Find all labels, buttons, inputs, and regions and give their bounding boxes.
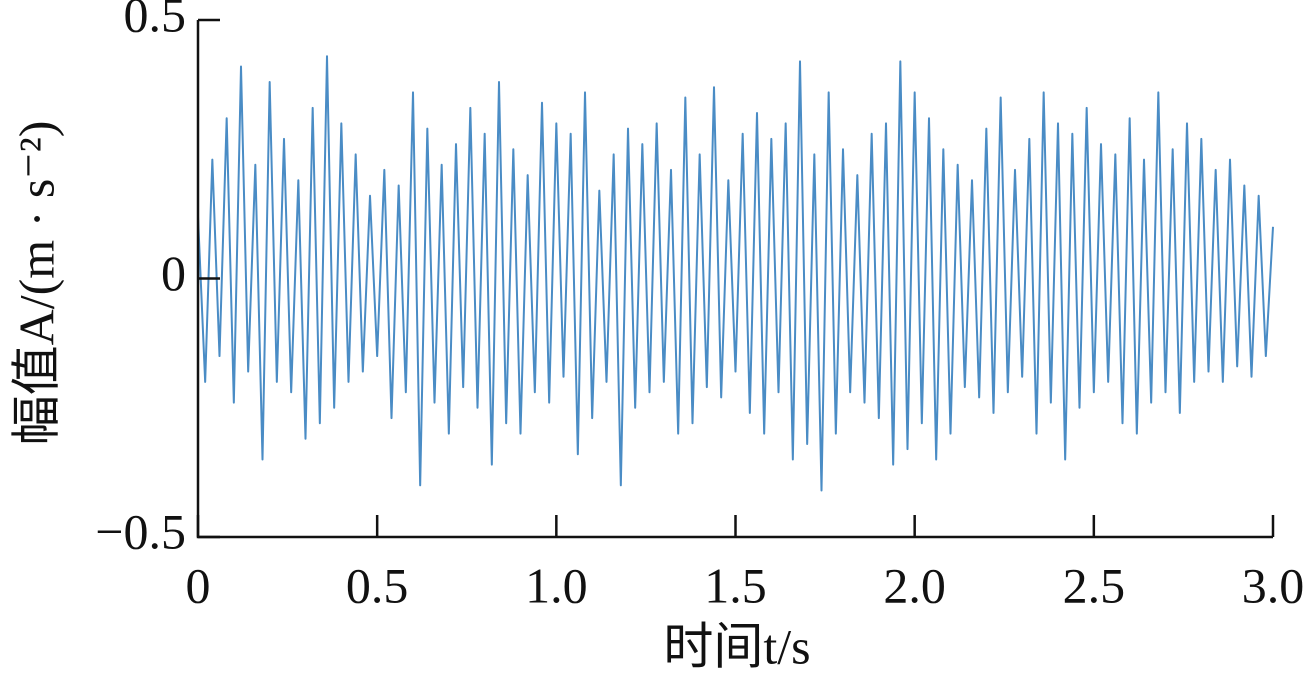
x-tick-label: 1.0	[525, 557, 588, 613]
y-axis-label: 幅值A/(m · s⁻²)	[8, 121, 64, 446]
x-tick-label: 2.5	[1063, 557, 1126, 613]
x-tick-label: 3.0	[1242, 557, 1305, 613]
y-tick-label: −0.5	[95, 503, 186, 559]
y-tick-label: 0.5	[124, 0, 187, 42]
x-tick-label: 2.0	[883, 557, 946, 613]
x-tick-label: 0.5	[346, 557, 409, 613]
y-tick-label: 0	[161, 245, 186, 301]
x-axis-label: 时间t/s	[663, 618, 810, 674]
x-tick-label: 1.5	[704, 557, 767, 613]
x-tick-label: 0	[186, 557, 211, 613]
signal-line	[197, 55, 1274, 492]
